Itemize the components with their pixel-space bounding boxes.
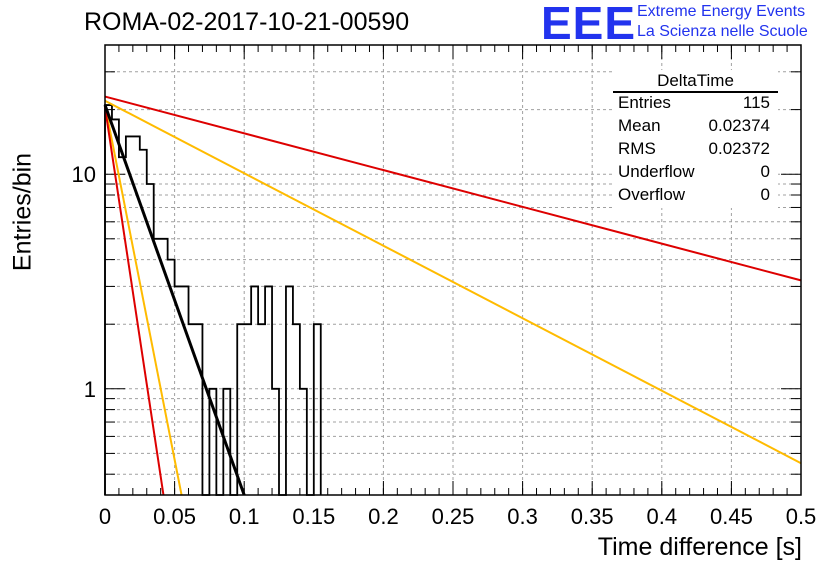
x-tick-label: 0.15: [292, 504, 335, 529]
plot-frame: [104, 44, 802, 496]
x-tick-label: 0.05: [153, 504, 196, 529]
x-tick-label: 0.45: [710, 504, 753, 529]
x-tick-labels: 0 0.05 0.1 0.15 0.2 0.25 0.3 0.35 0.4 0.45 0.5: [99, 504, 816, 529]
fit-curve-2: [104, 104, 183, 496]
stats-key: Entries: [618, 93, 671, 112]
stats-key: Underflow: [618, 162, 695, 181]
stats-box: DeltaTime Entries 115 Mean 0.02374 RMS 0…: [613, 70, 778, 208]
logo-line-2: La Scienza nelle Scuole: [637, 23, 808, 40]
x-tick-label: 0.1: [229, 504, 260, 529]
stats-value: 0: [760, 185, 770, 204]
stats-value: 115: [742, 93, 770, 112]
x-tick-label: 0.4: [647, 504, 678, 529]
x-tick-label: 0.35: [571, 504, 614, 529]
x-tick-label: 0.25: [432, 504, 475, 529]
stats-row-mean: Mean 0.02374: [618, 116, 770, 138]
y-tick-labels: 1 10: [72, 162, 96, 402]
eee-logo: EEE: [541, 0, 637, 49]
stats-key: Mean: [618, 116, 661, 135]
fit-curve-3: [104, 107, 165, 496]
stats-row-entries: Entries 115: [618, 93, 770, 115]
chart-title: ROMA-02-2017-10-21-00590: [84, 8, 410, 36]
stats-row-rms: RMS 0.02372: [618, 139, 770, 161]
x-tick-label: 0: [99, 504, 111, 529]
x-axis-label: Time difference [s]: [597, 533, 802, 561]
fit-curve-0: [104, 95, 802, 282]
fit-curve-4: [103, 104, 246, 496]
x-tick-label: 0.3: [507, 504, 538, 529]
stats-title: DeltaTime: [657, 71, 734, 90]
x-tick-label: 0.5: [786, 504, 817, 529]
stats-value: 0.02374: [708, 116, 770, 135]
y-tick-label: 1: [84, 377, 96, 402]
stats-divider: [613, 91, 778, 93]
stats-row-overflow: Overflow 0: [618, 185, 770, 207]
y-tick-label: 10: [72, 162, 96, 187]
logo-line-1: Extreme Energy Events: [637, 3, 806, 20]
stats-value: 0.02372: [708, 139, 770, 158]
stats-value: 0: [760, 162, 770, 181]
stats-row-underflow: Underflow 0: [618, 162, 770, 184]
fit-curve-1: [104, 99, 802, 465]
x-tick-label: 0.2: [368, 504, 399, 529]
fit-curves: [103, 95, 802, 496]
grid: [105, 44, 801, 495]
stats-key: RMS: [618, 139, 656, 158]
stats-key: Overflow: [618, 185, 686, 204]
